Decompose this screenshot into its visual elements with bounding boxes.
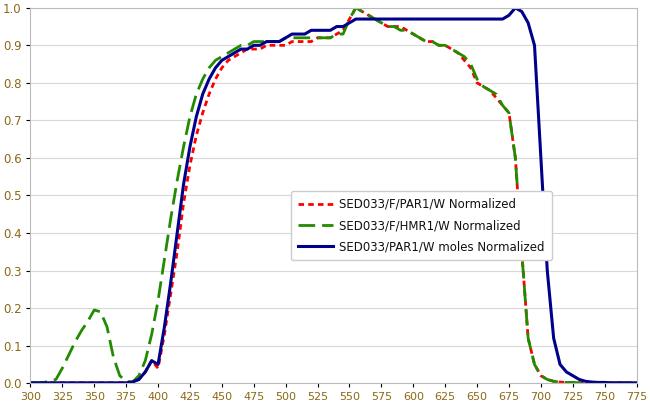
Line: SED033/F/HMR1/W Normalized: SED033/F/HMR1/W Normalized (31, 8, 636, 383)
SED033/F/PAR1/W Normalized (288, 39, 296, 44)
SED033/F/HMR1/W Normalized (358, 9, 366, 14)
SED033/F/PAR1/W Normalized (109, 380, 117, 385)
SED033/F/PAR1/W Normalized (352, 5, 359, 10)
SED033/F/PAR1/W Normalized (358, 9, 366, 14)
SED033/F/HMR1/W Normalized (588, 380, 596, 385)
SED033/PAR1/W moles Normalized (512, 5, 519, 10)
SED033/F/HMR1/W Normalized (632, 380, 640, 385)
SED033/PAR1/W moles Normalized (352, 17, 359, 21)
Line: SED033/F/PAR1/W Normalized: SED033/F/PAR1/W Normalized (31, 8, 636, 383)
SED033/F/PAR1/W Normalized (27, 380, 34, 385)
SED033/F/PAR1/W Normalized (588, 380, 596, 385)
SED033/F/PAR1/W Normalized (333, 32, 341, 36)
SED033/PAR1/W moles Normalized (27, 380, 34, 385)
SED033/PAR1/W moles Normalized (199, 92, 207, 96)
SED033/PAR1/W moles Normalized (288, 32, 296, 36)
SED033/F/HMR1/W Normalized (288, 35, 296, 40)
SED033/PAR1/W moles Normalized (632, 380, 640, 385)
SED033/F/HMR1/W Normalized (333, 32, 341, 36)
SED033/PAR1/W moles Normalized (109, 380, 117, 385)
Line: SED033/PAR1/W moles Normalized: SED033/PAR1/W moles Normalized (31, 8, 636, 383)
SED033/F/PAR1/W Normalized (632, 380, 640, 385)
SED033/F/HMR1/W Normalized (109, 354, 117, 359)
SED033/F/HMR1/W Normalized (27, 380, 34, 385)
SED033/PAR1/W moles Normalized (588, 379, 596, 384)
SED033/F/PAR1/W Normalized (199, 111, 207, 115)
SED033/PAR1/W moles Normalized (333, 24, 341, 29)
SED033/F/HMR1/W Normalized (352, 5, 359, 10)
Legend: SED033/F/PAR1/W Normalized, SED033/F/HMR1/W Normalized, SED033/PAR1/W moles Norm: SED033/F/PAR1/W Normalized, SED033/F/HMR… (291, 191, 552, 260)
SED033/F/HMR1/W Normalized (199, 77, 207, 81)
